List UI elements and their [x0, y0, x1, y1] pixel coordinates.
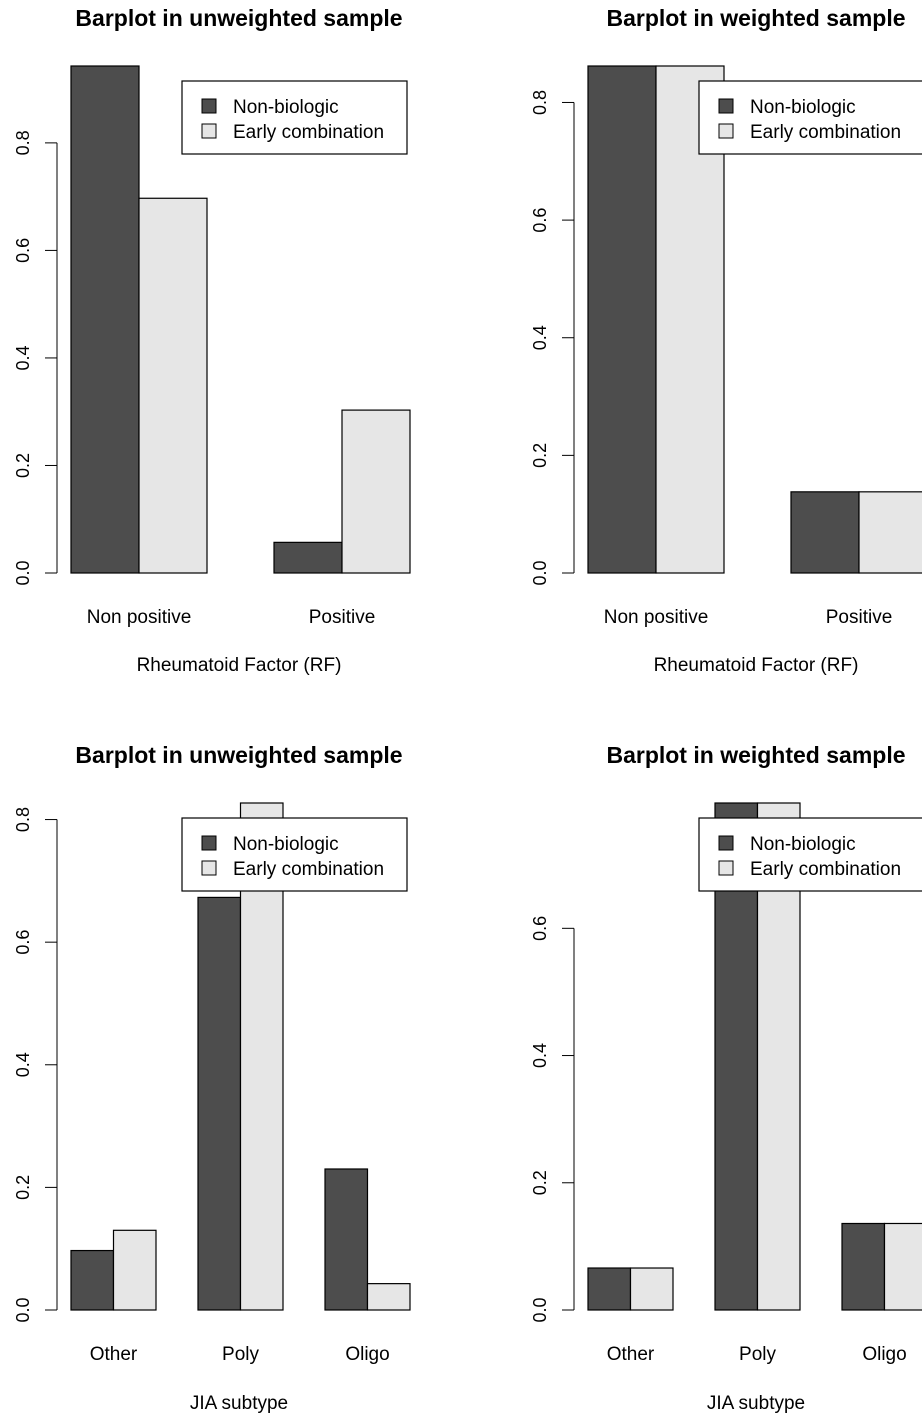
- y-tick-label: 0.2: [530, 1170, 550, 1195]
- x-category-label: Non positive: [87, 607, 192, 628]
- y-tick-label: 0.8: [13, 130, 33, 155]
- legend-swatch: [718, 98, 734, 114]
- x-category-label: Oligo: [862, 1344, 906, 1365]
- y-tick-label: 0.4: [530, 1043, 550, 1068]
- y-tick-label: 0.6: [13, 238, 33, 263]
- bar-non-biologic-non-positive: [70, 65, 140, 574]
- chart-panel-2: Barplot in weighted sample 0.0 0.2 0.4 0.6 0.…: [530, 5, 922, 676]
- bar-non-biologic-non-positive: [587, 65, 657, 574]
- legend-label: Early combination: [233, 859, 384, 880]
- legend-box: [698, 80, 922, 155]
- legend-label: Non-biologic: [750, 834, 856, 855]
- x-category-label: Non positive: [604, 607, 709, 628]
- chart-title: Barplot in unweighted sample: [75, 5, 402, 31]
- x-axis-label: Rheumatoid Factor (RF): [137, 655, 342, 676]
- bar-early-combination-oligo: [366, 1283, 411, 1311]
- legend-swatch: [201, 123, 217, 139]
- bar-non-biologic-other: [587, 1267, 632, 1311]
- chart-panel-3: Barplot in unweighted sample 0.0 0.2 0.4 0.6…: [13, 742, 411, 1414]
- x-category-label: Poly: [222, 1344, 259, 1365]
- bar-non-biologic-other: [70, 1249, 115, 1311]
- x-category-label: Positive: [309, 607, 376, 628]
- x-category-label: Other: [90, 1344, 138, 1365]
- y-tick-label: 0.4: [13, 1052, 33, 1077]
- y-tick-label: 0.6: [13, 930, 33, 955]
- chart-title: Barplot in unweighted sample: [75, 742, 402, 768]
- bar-early-combination-other: [629, 1267, 674, 1311]
- legend-label: Non-biologic: [233, 834, 339, 855]
- bar-early-combination-oligo: [883, 1222, 922, 1311]
- legend-swatch: [718, 860, 734, 876]
- y-tick-label: 0.6: [530, 208, 550, 233]
- chart-panel-4: Barplot in weighted sample 0.0 0.2 0.4 0.6 Ot…: [530, 742, 922, 1414]
- y-tick-label: 0.8: [13, 807, 33, 832]
- legend-label: Early combination: [233, 122, 384, 143]
- bar-early-combination-non-positive: [138, 197, 208, 574]
- y-tick-label: 0.2: [530, 443, 550, 468]
- y-tick-label: 0.4: [13, 345, 33, 370]
- bar-non-biologic-positive: [790, 491, 860, 574]
- x-axis-label: JIA subtype: [707, 1393, 805, 1414]
- bar-early-combination-positive: [341, 409, 411, 574]
- bar-early-combination-positive: [858, 491, 922, 574]
- x-category-label: Poly: [739, 1344, 776, 1365]
- legend-swatch: [718, 835, 734, 851]
- y-tick-label: 0.0: [530, 1297, 550, 1322]
- legend-label: Non-biologic: [233, 97, 339, 118]
- legend-swatch: [718, 123, 734, 139]
- bar-non-biologic-oligo: [841, 1222, 886, 1311]
- x-axis-label: JIA subtype: [190, 1393, 288, 1414]
- legend-label: Early combination: [750, 859, 901, 880]
- y-tick-label: 0.0: [13, 1297, 33, 1322]
- legend-label: Early combination: [750, 122, 901, 143]
- x-category-label: Positive: [826, 607, 893, 628]
- chart-title: Barplot in weighted sample: [606, 5, 905, 31]
- bar-early-combination-other: [112, 1229, 157, 1311]
- y-tick-label: 0.8: [530, 90, 550, 115]
- bar-non-biologic-positive: [273, 541, 343, 574]
- bar-non-biologic-oligo: [324, 1168, 369, 1311]
- y-tick-label: 0.0: [530, 560, 550, 585]
- legend-box: [181, 817, 408, 892]
- bar-non-biologic-poly: [197, 896, 242, 1311]
- legend-label: Non-biologic: [750, 97, 856, 118]
- x-axis-label: Rheumatoid Factor (RF): [654, 655, 859, 676]
- legend-box: [698, 817, 922, 892]
- y-tick-label: 0.2: [13, 1175, 33, 1200]
- chart-panel-1: Barplot in unweighted sample 0.0 0.2 0.4 0.6…: [13, 5, 411, 676]
- x-category-label: Other: [607, 1344, 655, 1365]
- x-category-label: Oligo: [345, 1344, 389, 1365]
- y-tick-label: 0.6: [530, 916, 550, 941]
- legend-swatch: [201, 98, 217, 114]
- legend-swatch: [201, 860, 217, 876]
- chart-title: Barplot in weighted sample: [606, 742, 905, 768]
- y-tick-label: 0.2: [13, 453, 33, 478]
- legend-swatch: [201, 835, 217, 851]
- y-tick-label: 0.4: [530, 325, 550, 350]
- legend-box: [181, 80, 408, 155]
- y-tick-label: 0.0: [13, 560, 33, 585]
